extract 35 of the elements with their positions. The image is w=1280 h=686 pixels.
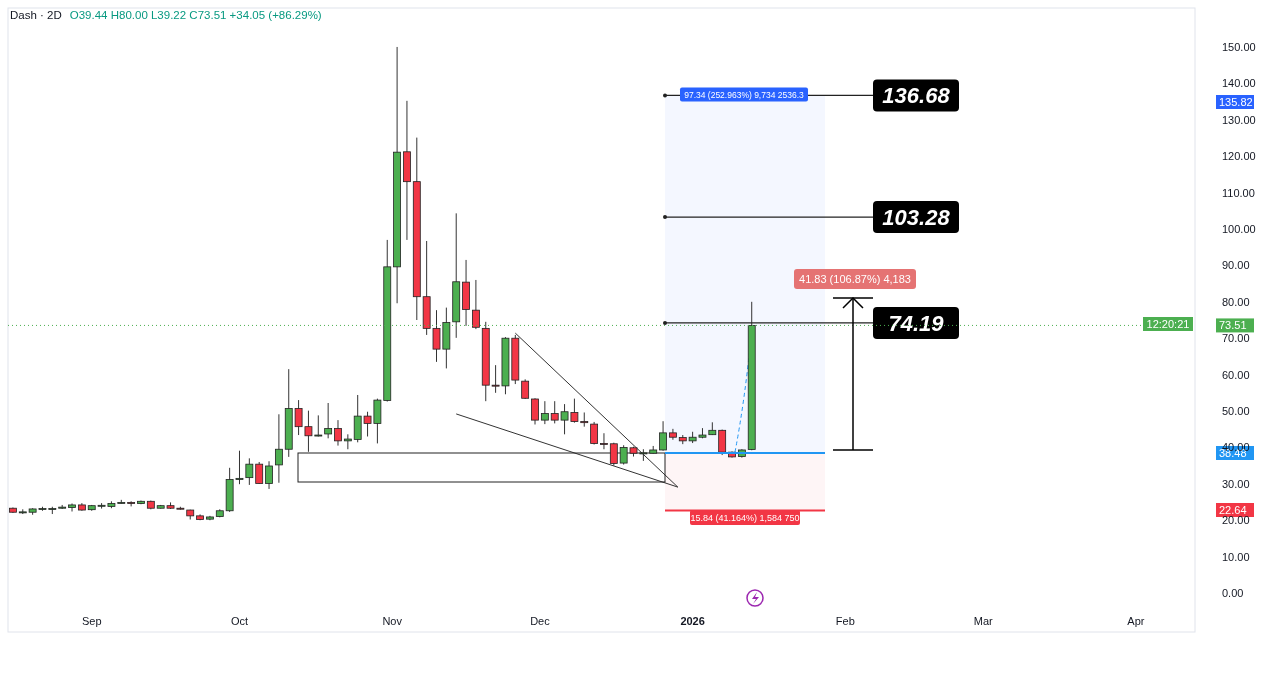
y-tick-label: 110.00 bbox=[1222, 186, 1255, 199]
ref-line-label: 74.19 bbox=[888, 310, 945, 336]
y-tick-label: 10.00 bbox=[1222, 550, 1250, 563]
y-tick-label: 70.00 bbox=[1222, 332, 1250, 345]
y-tick-label: 50.00 bbox=[1222, 405, 1250, 418]
ref-line-label: 73.51 bbox=[1219, 319, 1247, 332]
ref-line-label: 103.28 bbox=[882, 205, 951, 231]
x-tick-label: Mar bbox=[973, 615, 994, 627]
annotation: 41.83 (106.87%) 4,183 bbox=[799, 273, 911, 285]
y-tick-label: 100.00 bbox=[1222, 222, 1256, 235]
y-tick-label: 30.00 bbox=[1222, 477, 1250, 490]
chart-title: Dash · 2D bbox=[10, 9, 62, 21]
x-tick-label: Apr bbox=[1127, 615, 1145, 627]
chart-subtitle: O39.44 H80.00 L39.22 C73.51 +34.05 (+86.29%) bbox=[69, 9, 322, 21]
y-tick-label: 120.00 bbox=[1222, 150, 1256, 163]
x-tick-label: Sep bbox=[81, 615, 102, 627]
annotation: 97.34 (252.963%) 9,734 2536.3 bbox=[684, 90, 805, 101]
y-tick-label: 20.00 bbox=[1222, 514, 1250, 527]
text: 22.64 bbox=[1219, 504, 1247, 516]
annotation: 12:20:21 bbox=[1146, 318, 1190, 330]
x-tick-label: Feb bbox=[835, 615, 855, 627]
annotation: 15.84 (41.164%) 1,584 750 bbox=[690, 513, 800, 523]
y-tick-label: 90.00 bbox=[1222, 259, 1250, 272]
y-tick-label: 140.00 bbox=[1222, 77, 1256, 90]
y-tick-label: 0.00 bbox=[1222, 587, 1244, 600]
y-tick-label: 80.00 bbox=[1222, 295, 1250, 308]
x-tick-label: 2026 bbox=[680, 615, 705, 627]
y-tick-label: 60.00 bbox=[1222, 368, 1250, 381]
text: 135.82 bbox=[1219, 96, 1253, 108]
y-tick-label: 150.00 bbox=[1222, 40, 1256, 53]
x-tick-label: Nov bbox=[382, 615, 403, 627]
ref-line-label: 136.68 bbox=[882, 83, 951, 109]
x-tick-label: Oct bbox=[230, 615, 249, 627]
x-tick-label: Dec bbox=[530, 615, 551, 627]
y-tick-label: 130.00 bbox=[1222, 113, 1256, 126]
